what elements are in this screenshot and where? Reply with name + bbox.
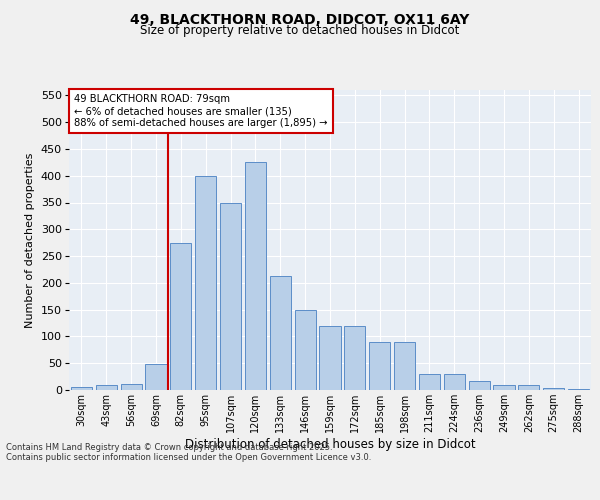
X-axis label: Distribution of detached houses by size in Didcot: Distribution of detached houses by size … — [185, 438, 475, 451]
Bar — [170, 242, 191, 390]
Bar — [469, 381, 490, 390]
Bar — [543, 388, 564, 390]
Bar — [71, 388, 92, 390]
Bar — [419, 374, 440, 390]
Bar — [518, 384, 539, 390]
Text: 49, BLACKTHORN ROAD, DIDCOT, OX11 6AY: 49, BLACKTHORN ROAD, DIDCOT, OX11 6AY — [130, 12, 470, 26]
Bar — [369, 342, 390, 390]
Bar — [319, 326, 341, 390]
Bar — [444, 374, 465, 390]
Bar — [493, 384, 515, 390]
Text: Contains HM Land Registry data © Crown copyright and database right 2025.: Contains HM Land Registry data © Crown c… — [6, 442, 332, 452]
Text: Size of property relative to detached houses in Didcot: Size of property relative to detached ho… — [140, 24, 460, 37]
Bar — [195, 176, 216, 390]
Bar — [121, 384, 142, 390]
Text: Contains public sector information licensed under the Open Government Licence v3: Contains public sector information licen… — [6, 452, 371, 462]
Bar — [344, 326, 365, 390]
Y-axis label: Number of detached properties: Number of detached properties — [25, 152, 35, 328]
Bar — [394, 342, 415, 390]
Bar — [295, 310, 316, 390]
Bar — [145, 364, 167, 390]
Bar — [270, 276, 291, 390]
Bar — [96, 384, 117, 390]
Text: 49 BLACKTHORN ROAD: 79sqm
← 6% of detached houses are smaller (135)
88% of semi-: 49 BLACKTHORN ROAD: 79sqm ← 6% of detach… — [74, 94, 328, 128]
Bar — [245, 162, 266, 390]
Bar — [220, 202, 241, 390]
